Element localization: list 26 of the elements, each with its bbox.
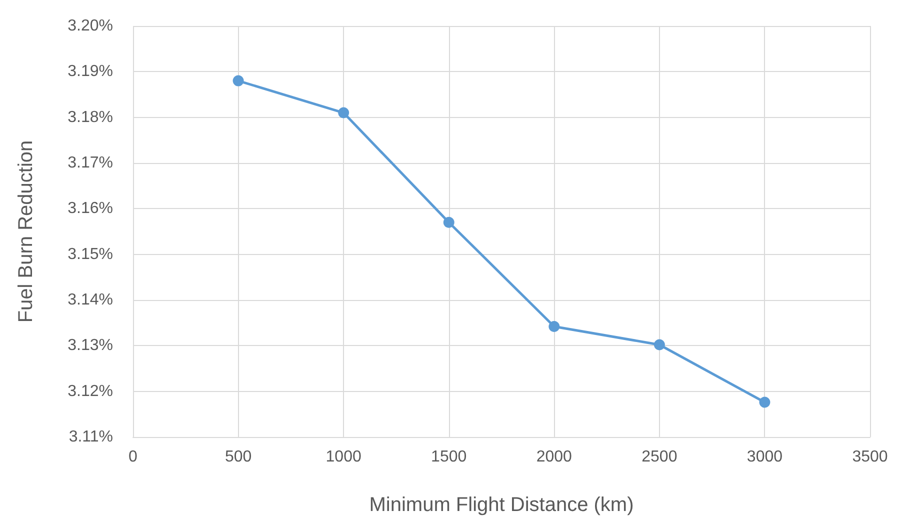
y-tick-label: 3.12% <box>68 382 113 400</box>
x-tick-label: 500 <box>224 448 252 466</box>
x-tick-label: 1000 <box>326 448 362 466</box>
y-tick-label: 3.17% <box>68 154 113 172</box>
y-tick-label: 3.16% <box>68 200 113 218</box>
x-axis-title: Minimum Flight Distance (km) <box>369 494 634 516</box>
x-tick-label: 0 <box>128 448 138 466</box>
point <box>654 339 665 350</box>
y-tick-label: 3.19% <box>68 63 113 80</box>
point <box>548 320 560 332</box>
x-tick-label: 3000 <box>746 448 783 466</box>
x-tick-label: 1500 <box>431 448 467 466</box>
point <box>759 396 770 408</box>
x-tick-label: 2000 <box>536 448 572 466</box>
y-tick-label: 3.18% <box>68 108 113 126</box>
y-axis-title: Fuel Burn Reduction <box>15 140 37 323</box>
y-tick-label: 3.14% <box>68 292 113 308</box>
y-tick-label: 3.20% <box>68 18 113 34</box>
y-tick-label: 3.11% <box>68 428 113 446</box>
x-tick-label: 2500 <box>642 448 678 466</box>
y-tick-label: 3.15% <box>68 246 113 263</box>
y-tick-label: 3.13% <box>68 337 113 354</box>
point <box>232 75 244 86</box>
x-tick-label: 3500 <box>852 448 888 466</box>
point <box>443 216 454 228</box>
point <box>338 107 350 118</box>
